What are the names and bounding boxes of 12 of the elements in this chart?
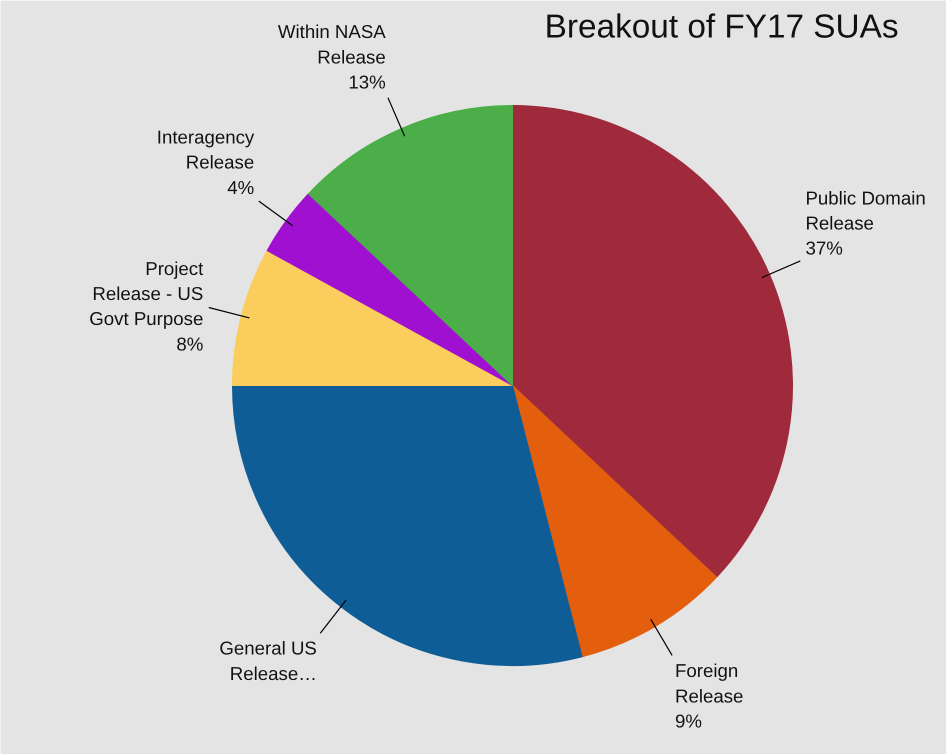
- data-label: 4%: [227, 176, 254, 198]
- slice-label: Interagency Release: [156, 126, 255, 173]
- data-label: 8%: [176, 333, 204, 354]
- data-label: 13%: [348, 72, 386, 93]
- slice-label: Foreign Release: [674, 660, 744, 706]
- slice-label: Public Domain Release: [805, 187, 926, 234]
- data-label: 9%: [674, 710, 702, 732]
- chart-title: Breakout of FY17 SUAs: [544, 8, 899, 46]
- slice-label: Project Release - US Govt Purpose: [89, 258, 204, 330]
- slice-label: General US Release…: [219, 638, 317, 684]
- slice-label: Within NASA Release: [278, 21, 386, 68]
- data-label: 37%: [805, 238, 843, 259]
